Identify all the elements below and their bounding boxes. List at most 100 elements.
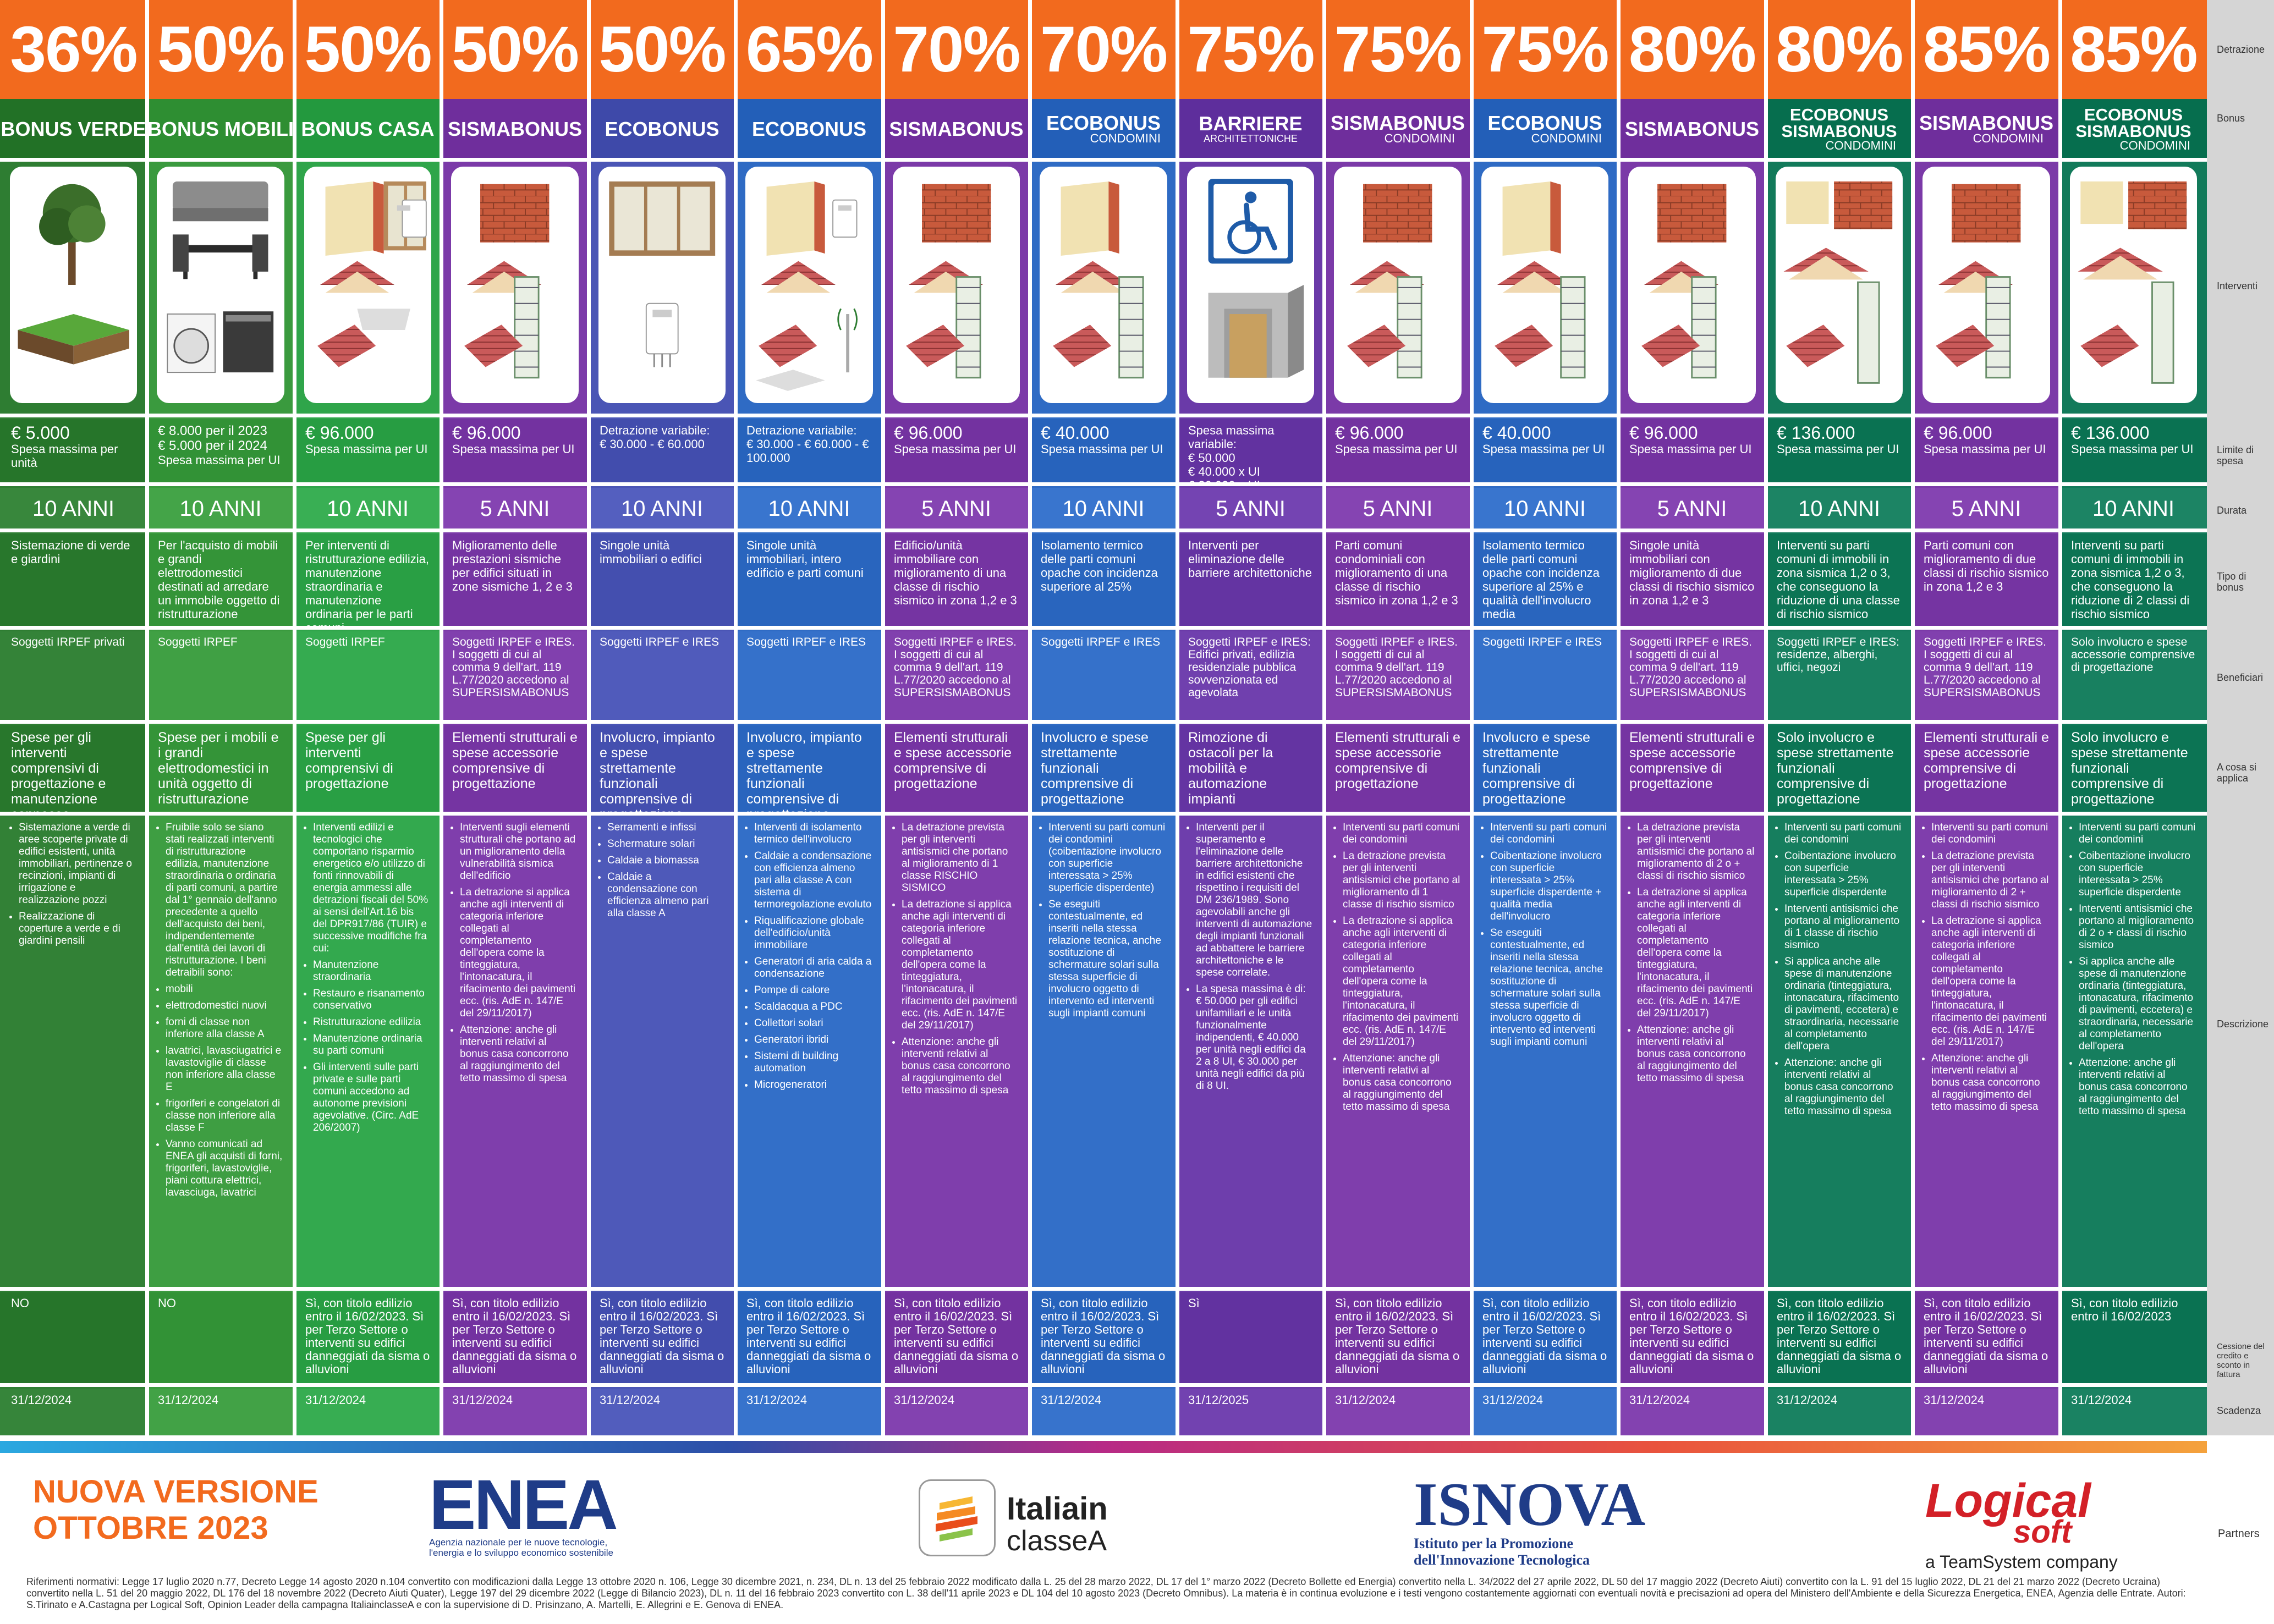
spending-limit-amount: € 96.000: [452, 423, 521, 443]
description-item: La detrazione si applica anche agli inte…: [1637, 887, 1755, 1020]
bonus-name: SISMABONUS: [883, 99, 1030, 159]
credit-transfer: Sì, con titolo edilizio entro il 16/02/2…: [294, 1292, 441, 1385]
description: Serramenti e infissi Schermature solari Ca…: [589, 817, 735, 1289]
description-item: Si applica anche alle spese di manutenzi…: [2079, 956, 2196, 1053]
credit-transfer: Sì, con titolo edilizio entro il 16/02/2…: [883, 1292, 1030, 1385]
credit-transfer: NO: [147, 1292, 294, 1385]
enea-subtitle: Agenzia nazionale per le nuove tecnologi…: [429, 1537, 613, 1558]
column-separator: [881, 0, 885, 1435]
credit-transfer: Sì, con titolo edilizio entro il 16/02/2…: [735, 1292, 883, 1385]
bricks-icon: [1347, 184, 1432, 379]
beneficiaries: Soggetti IRPEF e IRES: [1030, 631, 1177, 722]
description-item: Sistemi di building automation: [754, 1050, 872, 1075]
description-item: frigoriferi e congelatori di classe non …: [166, 1098, 283, 1134]
bonus-column: 75% ECOBONUS CONDOMINI € 40.000 Spesa massim…: [1471, 0, 1618, 1435]
expiry-date: 31/12/2024: [0, 1389, 147, 1435]
applies-to: Spese per gli interventi comprensivi di …: [0, 725, 147, 813]
applies-to: Spese per gli interventi comprensivi di …: [294, 725, 441, 813]
bonus-column: 80% SISMABONUS € 96.000 Spesa massima per U…: [1618, 0, 1766, 1435]
description-item: Attenzione: anche gli interventi relativ…: [1343, 1053, 1460, 1113]
credit-transfer: Sì, con titolo edilizio entro il 16/02/2…: [1471, 1292, 1618, 1385]
deduction-percentage: 50%: [147, 0, 294, 99]
description-item: Scaldacqua a PDC: [754, 1001, 872, 1013]
bonus-name: BONUS VERDE: [0, 99, 147, 159]
spending-limit-note: Spesa massima variabile: € 50.000 € 40.0…: [1188, 423, 1275, 484]
spending-limit-amount: € 136.000: [2071, 423, 2150, 443]
description-item: Manutenzione straordinaria: [313, 959, 430, 983]
label-acosa: A cosa si applica: [2217, 762, 2257, 784]
italia-text-1: Italiain: [1007, 1491, 1108, 1527]
description-list: Interventi su parti comuni dei condomini…: [1924, 822, 2049, 1113]
spending-limit: € 8.000 per il 2023 € 5.000 per il 2024 S…: [147, 419, 294, 484]
description-item: Realizzazione di coperture a verde e di …: [19, 911, 136, 947]
bonus-title: BARRIERE: [1199, 112, 1303, 135]
ottobre-text: OTTOBRE 2023: [33, 1510, 268, 1546]
label-cessione: Cessione del credito e sconto in fattura: [2217, 1342, 2265, 1379]
bonus-column: 50% ECOBONUS Detrazione variabile: € 30.00…: [589, 0, 735, 1435]
bonus-type: Sistemazione di verde e giardini: [0, 534, 147, 627]
bonus-type: Per l'acquisto di mobili e grandi elettr…: [147, 534, 294, 627]
row-separator: [0, 482, 2207, 486]
description-item: La detrazione prevista per gli intervent…: [902, 822, 1019, 894]
description-list: Interventi su parti comuni dei condomini…: [1482, 822, 1607, 1048]
description-item: La detrazione si applica anche agli inte…: [1931, 915, 2049, 1048]
column-separator: [2058, 0, 2062, 1435]
applies-to: Elementi strutturali e spese accessorie …: [1913, 725, 2060, 813]
bonus-name: SISMABONUS: [1618, 99, 1766, 159]
bonus-subtitle: CONDOMINI: [1825, 139, 1896, 152]
nuova-versione-badge: NUOVA VERSIONE OTTOBRE 2023: [33, 1474, 318, 1546]
spending-limit-note: Spesa massima per UI: [158, 453, 281, 467]
bonus-column: 85% SISMABONUS CONDOMINI € 96.000 Spesa mass…: [1913, 0, 2060, 1435]
tree-icon: [18, 184, 129, 365]
spending-limit: € 40.000 Spesa massima per UI: [1471, 419, 1618, 484]
intervention-illustration: [2070, 167, 2197, 403]
column-separator: [1764, 0, 1768, 1435]
bonus-type: Edificio/unità immobiliare con miglioram…: [883, 534, 1030, 627]
spending-limit-note: Spesa massima per UI: [1777, 442, 1899, 456]
spending-limit-note: Spesa massima per UI: [452, 442, 575, 456]
applies-to: Involucro e spese strettamente funzional…: [1471, 725, 1618, 813]
intervention-illustration: [1776, 167, 1903, 403]
intervention-illustration: [1923, 167, 2050, 403]
expiry-date: 31/12/2024: [1766, 1389, 1913, 1435]
bonus-type: Isolamento termico delle parti comuni op…: [1030, 534, 1177, 627]
bonus-name: ECOBONUS: [735, 99, 883, 159]
credit-transfer: Sì, con titolo edilizio entro il 16/02/2…: [1766, 1292, 1913, 1385]
bonus-column: 70% ECOBONUS CONDOMINI € 40.000 Spesa massim…: [1030, 0, 1177, 1435]
description-item: Caldaie a biomassa: [607, 855, 724, 867]
beneficiaries: Soggetti IRPEF privati: [0, 631, 147, 722]
column-separator: [1176, 0, 1179, 1435]
applies-to: Elementi strutturali e spese accessorie …: [1618, 725, 1766, 813]
expiry-date: 31/12/2024: [147, 1389, 294, 1435]
bonus-title: SISMABONUS: [1624, 118, 1760, 140]
credit-transfer: Sì, con titolo edilizio entro il 16/02/2…: [589, 1292, 735, 1385]
spending-limit-note: Spesa massima per UI: [2071, 442, 2194, 456]
beneficiaries: Soggetti IRPEF e IRES. I soggetti di cui…: [1324, 631, 1471, 722]
expiry-date: 31/12/2024: [2060, 1389, 2207, 1435]
bonus-column: 75% BARRIERE ARCHITETTONICHE Spesa massima …: [1177, 0, 1324, 1435]
description-item: Collettori solari: [754, 1017, 872, 1030]
bonus-table: 36% BONUS VERDE € 5.000 Spesa massima per u…: [0, 0, 2207, 1435]
applies-to: Spese per i mobili e i grandi elettrodom…: [147, 725, 294, 813]
row-separator: [0, 529, 2207, 532]
bonus-type: Parti comuni con miglioramento di due cl…: [1913, 534, 2060, 627]
isnova-logo: ISNOVA Istituto per la Promozione dell'I…: [1414, 1474, 1656, 1568]
description-item: La detrazione si applica anche agli inte…: [1343, 915, 1460, 1048]
description: Interventi di isolamento termico dell'in…: [735, 817, 883, 1289]
bricks-icon: [1936, 184, 2021, 379]
beneficiaries: Soggetti IRPEF e IRES: [589, 631, 735, 722]
spending-limit: € 136.000 Spesa massima per UI: [1766, 419, 1913, 484]
isnova-subtitle: Istituto per la Promozione dell'Innovazi…: [1414, 1535, 1590, 1568]
label-detrazione: Detrazione: [2217, 44, 2265, 55]
description-list: Interventi su parti comuni dei condomini…: [2071, 822, 2196, 1117]
spending-limit-note: Spesa massima per UI: [1924, 442, 2046, 456]
applies-to: Involucro, impianto e spese strettamente…: [735, 725, 883, 813]
description-item: Ristrutturazione edilizia: [313, 1016, 430, 1028]
bonus-subtitle: CONDOMINI: [1973, 131, 2044, 145]
intervention-illustration: [1481, 167, 1608, 403]
bonus-title: SISMABONUS: [889, 118, 1024, 140]
spending-limit-note: Spesa massima per UI: [1335, 442, 1458, 456]
beneficiaries: Soggetti IRPEF e IRES. I soggetti di cui…: [1913, 631, 2060, 722]
duration: 10 ANNI: [2060, 488, 2207, 530]
beneficiaries: Soggetti IRPEF: [294, 631, 441, 722]
